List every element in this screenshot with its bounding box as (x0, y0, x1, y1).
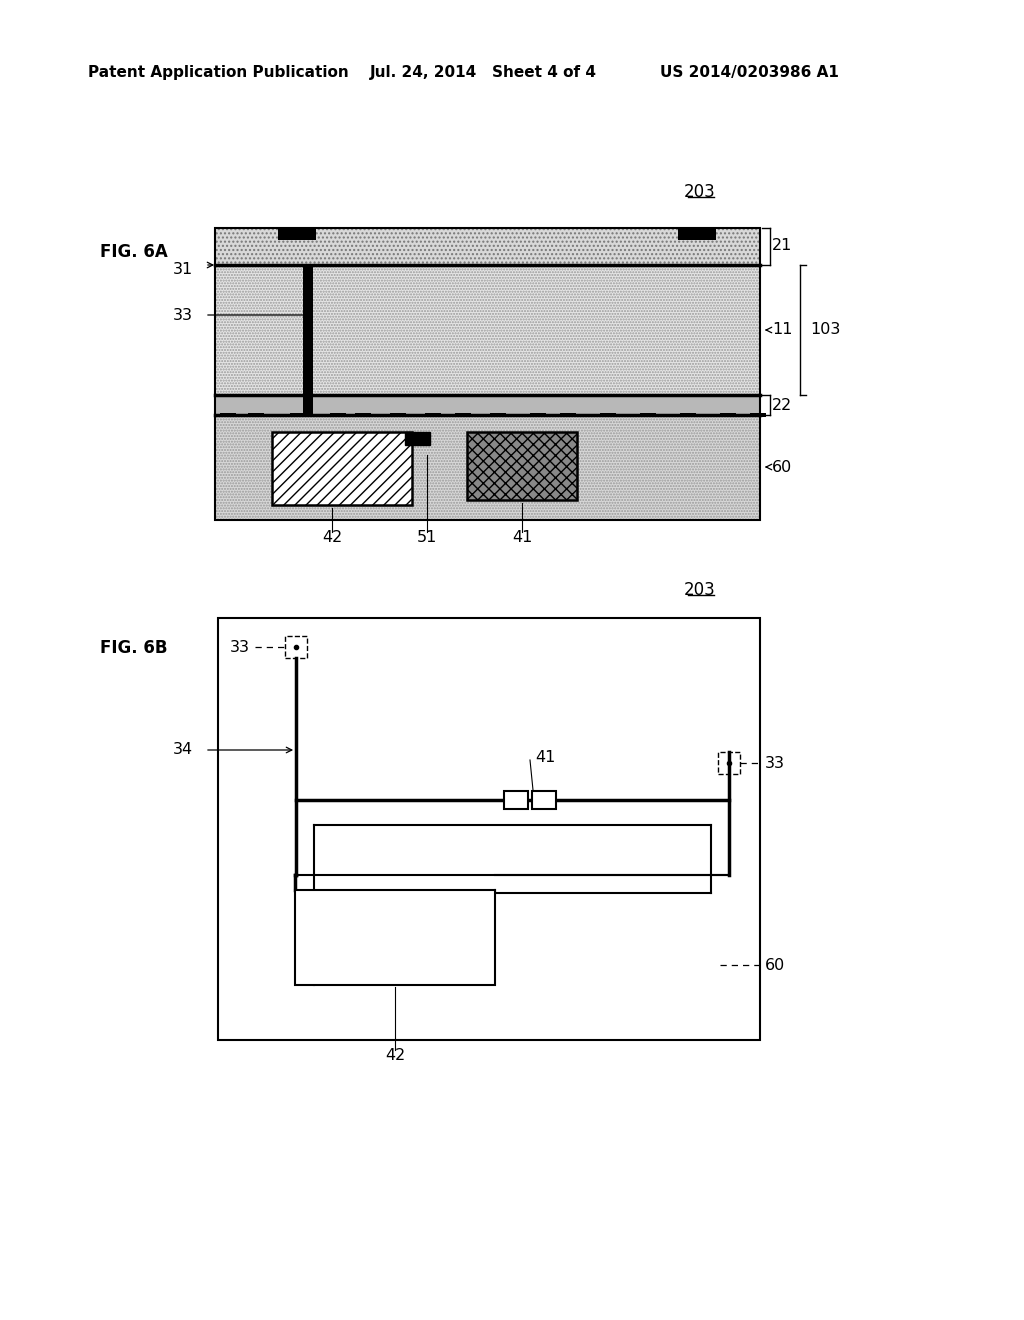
Text: 22: 22 (772, 397, 793, 412)
Text: 51: 51 (417, 529, 437, 544)
Bar (303, 265, 313, 414)
Bar (285, 636, 307, 657)
Bar (330, 413, 346, 417)
Text: 33: 33 (765, 755, 785, 771)
Text: 203: 203 (684, 581, 716, 599)
Bar (215, 395, 760, 414)
Text: 34: 34 (173, 742, 193, 758)
Text: 33: 33 (230, 639, 250, 655)
Text: 203: 203 (684, 183, 716, 201)
Bar (248, 413, 264, 417)
Bar (530, 413, 546, 417)
Bar (295, 890, 495, 985)
Text: 60: 60 (772, 459, 793, 474)
Text: 33: 33 (173, 308, 193, 322)
Text: 21: 21 (772, 239, 793, 253)
Bar (215, 414, 760, 520)
Bar (355, 413, 371, 417)
Bar (215, 265, 760, 395)
Bar (406, 432, 430, 445)
Bar (720, 413, 736, 417)
Bar (678, 228, 716, 240)
Bar (467, 432, 577, 500)
Bar (215, 265, 760, 395)
Bar (600, 413, 616, 417)
Bar (218, 618, 760, 1040)
Bar (390, 413, 406, 417)
Bar (718, 752, 740, 774)
Bar (272, 432, 412, 506)
Bar (215, 228, 760, 265)
Bar (425, 413, 441, 417)
Text: FIG. 6B: FIG. 6B (100, 639, 168, 657)
Text: 103: 103 (810, 322, 841, 338)
Text: Jul. 24, 2014   Sheet 4 of 4: Jul. 24, 2014 Sheet 4 of 4 (370, 65, 597, 79)
Bar (532, 791, 556, 809)
Text: US 2014/0203986 A1: US 2014/0203986 A1 (660, 65, 839, 79)
Text: 41: 41 (512, 529, 532, 544)
Bar (215, 414, 760, 520)
Bar (290, 413, 306, 417)
Bar (215, 228, 760, 265)
Text: FIG. 6A: FIG. 6A (100, 243, 168, 261)
Bar (750, 413, 766, 417)
Bar (560, 413, 575, 417)
Text: 41: 41 (535, 751, 555, 766)
Text: 60: 60 (765, 957, 785, 973)
Text: 42: 42 (322, 529, 342, 544)
Bar (220, 413, 236, 417)
Text: 42: 42 (385, 1048, 406, 1063)
Bar (278, 228, 316, 240)
Bar (680, 413, 696, 417)
Text: Patent Application Publication: Patent Application Publication (88, 65, 349, 79)
Bar (504, 791, 528, 809)
Text: 11: 11 (772, 322, 793, 338)
Bar (490, 413, 506, 417)
Text: 31: 31 (173, 261, 193, 276)
Bar (455, 413, 471, 417)
Bar (215, 228, 760, 520)
Bar (640, 413, 656, 417)
